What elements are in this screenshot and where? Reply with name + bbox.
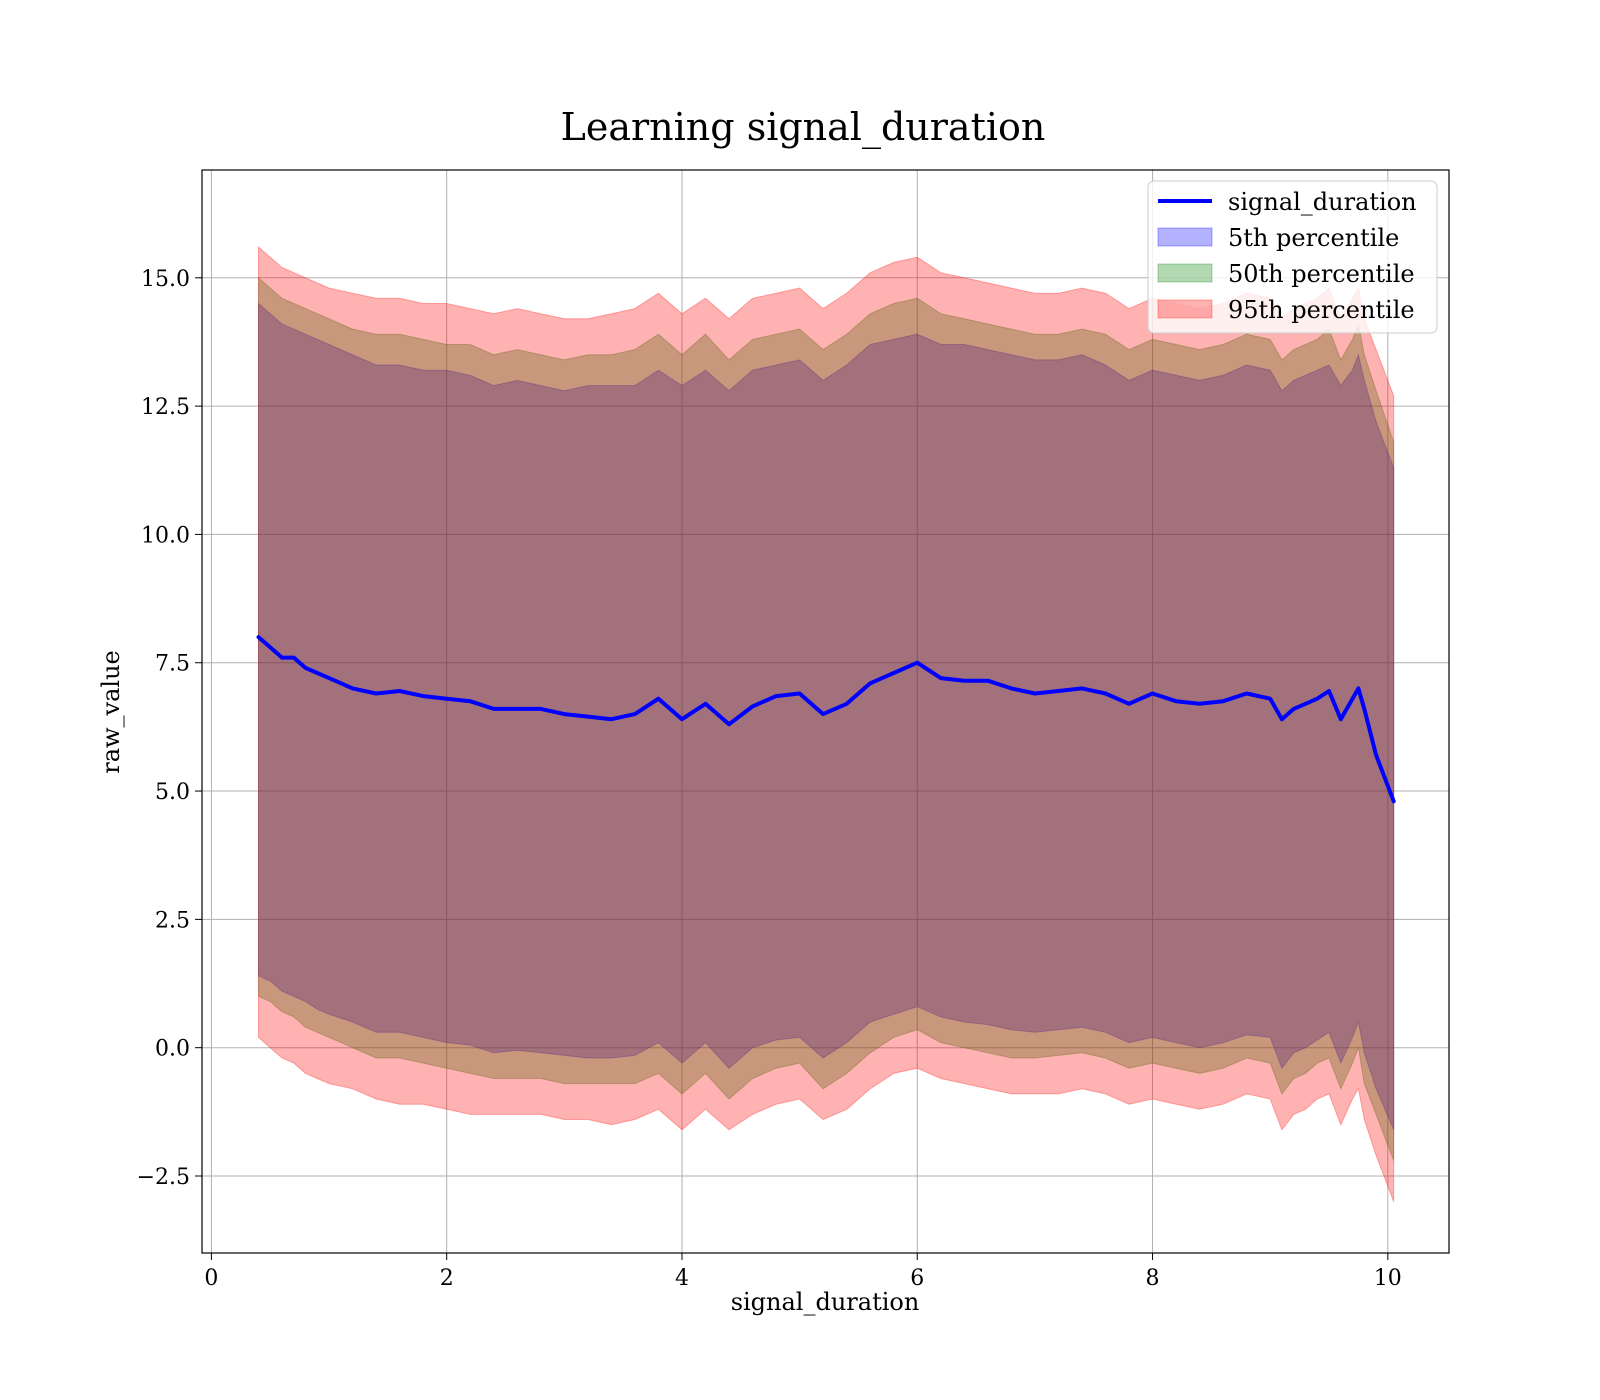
y-tick-label: 10.0	[141, 523, 190, 548]
legend-entry-signal-duration: signal_duration	[1228, 188, 1417, 216]
x-axis-ticks: 0 2 4 6 8 10	[204, 1253, 1402, 1291]
legend-entry-95th-percentile: 95th percentile	[1228, 296, 1415, 324]
y-axis-ticks: −2.5 0.0 2.5 5.0 7.5 10.0 12.5 15.0	[137, 267, 202, 1190]
legend: signal_duration 5th percentile 50th perc…	[1147, 180, 1438, 334]
x-tick-label: 2	[440, 1266, 454, 1291]
x-tick-label: 10	[1374, 1266, 1402, 1291]
grid-lines	[202, 170, 1449, 1253]
y-tick-label: 0.0	[155, 1037, 190, 1062]
series-lines	[256, 635, 1396, 804]
x-tick-label: 0	[204, 1266, 218, 1291]
legend-entry-5th-percentile: 5th percentile	[1228, 224, 1399, 252]
y-tick-label: 2.5	[155, 908, 190, 933]
y-axis-label: raw_value	[97, 650, 125, 774]
legend-box	[1147, 180, 1438, 334]
legend-swatch-95th	[1157, 299, 1213, 319]
band-50th-percentile	[258, 276, 1395, 1161]
legend-swatch-5th	[1157, 227, 1213, 247]
x-axis-label: signal_duration	[731, 1288, 920, 1316]
legend-entry-50th-percentile: 50th percentile	[1228, 260, 1415, 288]
x-tick-label: 6	[910, 1266, 924, 1291]
y-tick-label: 5.0	[155, 780, 190, 805]
line-signal-duration	[256, 635, 1396, 804]
y-tick-label: 7.5	[155, 652, 190, 677]
band-95th-percentile	[258, 245, 1395, 1202]
band-5th-percentile	[258, 302, 1395, 1130]
y-tick-label: −2.5	[137, 1165, 190, 1190]
y-tick-label: 12.5	[141, 395, 190, 420]
x-tick-label: 4	[675, 1266, 689, 1291]
percentile-bands	[258, 245, 1395, 1202]
y-tick-label: 15.0	[141, 267, 190, 292]
plot-frame	[201, 169, 1450, 1254]
chart-title: Learning signal_duration	[561, 105, 1046, 150]
x-tick-label: 8	[1146, 1266, 1160, 1291]
legend-swatch-50th	[1157, 263, 1213, 283]
